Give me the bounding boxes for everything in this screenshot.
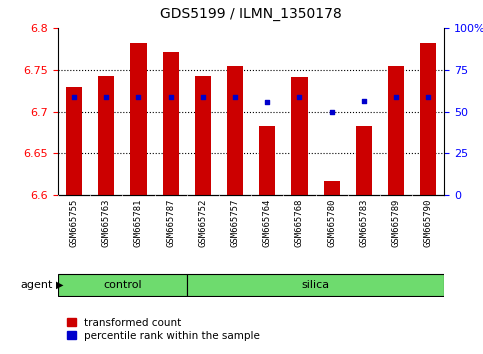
Text: GSM665790: GSM665790 bbox=[424, 199, 433, 247]
Point bbox=[425, 94, 432, 99]
Bar bbox=[291, 76, 308, 195]
Point bbox=[199, 94, 207, 99]
Bar bbox=[130, 43, 146, 195]
Point bbox=[135, 94, 142, 99]
Point bbox=[392, 94, 400, 99]
Text: GSM665789: GSM665789 bbox=[392, 199, 400, 247]
Bar bbox=[187, 274, 444, 296]
Bar bbox=[324, 181, 340, 195]
Legend: transformed count, percentile rank within the sample: transformed count, percentile rank withi… bbox=[63, 314, 264, 345]
Bar bbox=[163, 52, 179, 195]
Bar bbox=[356, 126, 372, 195]
Bar bbox=[58, 274, 187, 296]
Text: GSM665781: GSM665781 bbox=[134, 199, 143, 247]
Text: GSM665757: GSM665757 bbox=[230, 199, 240, 247]
Point bbox=[360, 98, 368, 103]
Point bbox=[167, 94, 174, 99]
Text: ▶: ▶ bbox=[56, 280, 63, 290]
Bar bbox=[388, 66, 404, 195]
Bar bbox=[420, 43, 436, 195]
Bar bbox=[227, 66, 243, 195]
Text: agent: agent bbox=[21, 280, 53, 290]
Point bbox=[70, 94, 78, 99]
Text: GSM665768: GSM665768 bbox=[295, 199, 304, 247]
Text: GSM665763: GSM665763 bbox=[102, 199, 111, 247]
Point bbox=[296, 94, 303, 99]
Bar bbox=[66, 87, 82, 195]
Bar bbox=[195, 76, 211, 195]
Point bbox=[328, 109, 336, 114]
Bar bbox=[259, 126, 275, 195]
Text: GSM665764: GSM665764 bbox=[263, 199, 272, 247]
Text: silica: silica bbox=[301, 280, 329, 290]
Text: GSM665780: GSM665780 bbox=[327, 199, 336, 247]
Text: GSM665752: GSM665752 bbox=[199, 199, 207, 247]
Point bbox=[231, 94, 239, 99]
Bar bbox=[98, 76, 114, 195]
Point bbox=[263, 99, 271, 104]
Point bbox=[102, 95, 110, 100]
Text: control: control bbox=[103, 280, 142, 290]
Text: GDS5199 / ILMN_1350178: GDS5199 / ILMN_1350178 bbox=[160, 7, 342, 21]
Text: GSM665755: GSM665755 bbox=[70, 199, 79, 247]
Text: GSM665787: GSM665787 bbox=[166, 199, 175, 247]
Text: GSM665783: GSM665783 bbox=[359, 199, 369, 247]
